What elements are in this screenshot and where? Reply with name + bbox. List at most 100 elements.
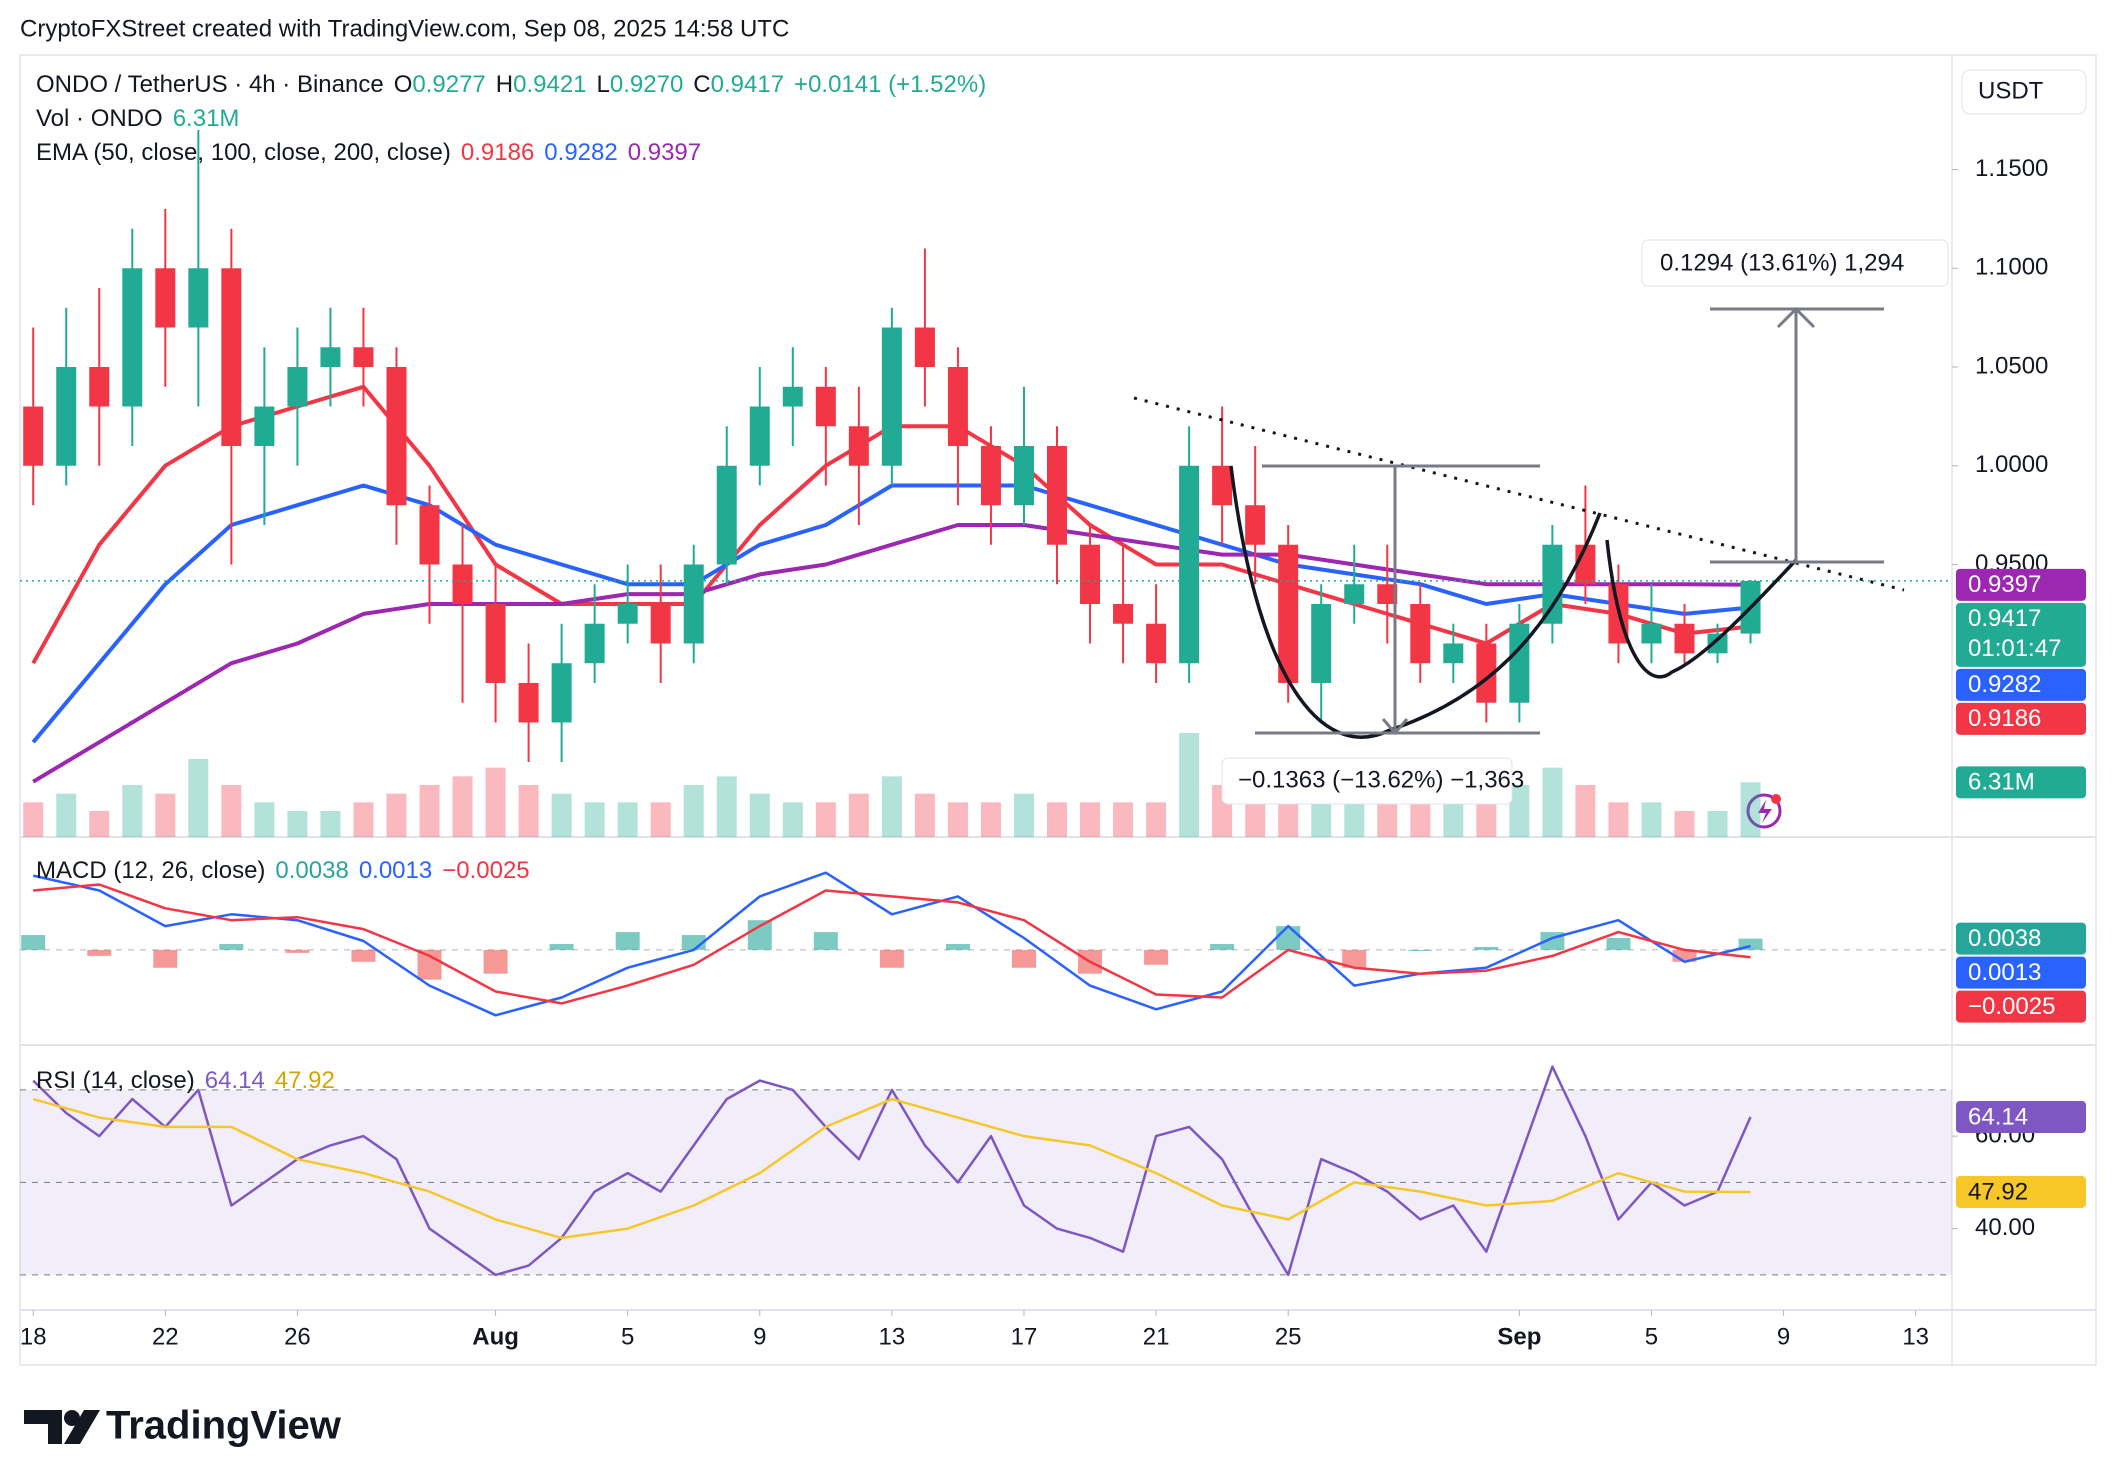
x-tick-label: 18 xyxy=(20,1323,47,1350)
volume-title: Vol · ONDO xyxy=(36,105,163,132)
macd-histogram-bar xyxy=(285,949,310,953)
candle-body xyxy=(320,347,341,368)
volume-bar xyxy=(1344,802,1365,837)
volume-bar xyxy=(848,793,869,837)
candle-body xyxy=(650,603,671,644)
trendline xyxy=(1133,396,1905,592)
volume-bar xyxy=(518,785,539,837)
candle-body xyxy=(1080,544,1101,604)
macd-histogram-bar xyxy=(351,949,376,962)
alert-icon[interactable] xyxy=(1746,793,1782,829)
candle-body xyxy=(1509,623,1530,703)
volume-bar xyxy=(617,802,638,837)
y-tick-label: 40.00 xyxy=(1975,1214,2035,1241)
volume-bar xyxy=(56,793,77,837)
macd-histogram-bar xyxy=(1144,949,1169,965)
price-badge-label: 01:01:47 xyxy=(1968,635,2061,662)
macd-value: 0.0013 xyxy=(358,857,433,884)
symbol: ONDO / TetherUS · 4h · Binance xyxy=(36,71,384,98)
candle-body xyxy=(848,426,869,466)
volume-legend: Vol · ONDO 6.31M xyxy=(36,104,249,134)
macd-legend: MACD (12, 26, close) 0.0038 0.0013 −0.0025 xyxy=(36,856,540,886)
candle-body xyxy=(1542,544,1563,624)
quote-value: 0.9421 xyxy=(513,71,587,98)
macd-histogram-bar xyxy=(945,943,970,950)
macd-histogram-bar xyxy=(879,949,904,968)
price-badge-label: 64.14 xyxy=(1968,1103,2028,1130)
volume-bar xyxy=(716,776,737,837)
macd-histogram-bar xyxy=(1342,949,1367,968)
candle-body xyxy=(815,386,836,427)
x-tick-label: 17 xyxy=(1011,1323,1038,1350)
volume-bar xyxy=(23,802,44,837)
rsi-legend: RSI (14, close) 64.14 47.92 xyxy=(36,1066,345,1096)
candle-body xyxy=(254,406,275,446)
y-tick-label: 1.1500 xyxy=(1975,155,2048,182)
candle-body xyxy=(1013,446,1034,506)
ema-100 xyxy=(31,483,1751,744)
handle-curve xyxy=(1605,539,1798,679)
price-badge xyxy=(1956,922,2086,955)
y-tick-label: 1.0000 xyxy=(1975,451,2048,478)
volume-bar xyxy=(1674,811,1695,837)
candle-body xyxy=(419,505,440,565)
macd-histogram-bar xyxy=(1408,949,1433,951)
volume-bar xyxy=(1509,785,1530,837)
macd-histogram-bar xyxy=(1738,938,1763,950)
candle-body xyxy=(716,465,737,565)
volume-bar xyxy=(122,785,143,837)
currency-box[interactable] xyxy=(1961,69,2087,115)
volume-bar xyxy=(551,793,572,837)
annotation: 0.1294 (13.61%) 1,294 xyxy=(1660,249,1904,276)
price-badge-label: −0.0025 xyxy=(1968,993,2055,1020)
brand-logo: TradingView xyxy=(24,1404,342,1448)
x-tick-label: 22 xyxy=(152,1323,179,1350)
macd-histogram-bar xyxy=(1276,926,1301,950)
price-badge xyxy=(1956,602,2086,667)
volume-bar xyxy=(155,793,176,837)
candle-body xyxy=(485,603,506,683)
candle-body xyxy=(1410,603,1431,664)
price-badge xyxy=(1956,568,2086,601)
ema-200 xyxy=(32,523,1751,784)
macd-histogram-bar xyxy=(87,949,112,956)
y-tick-label: 1.1000 xyxy=(1975,254,2048,281)
annotation-box xyxy=(1221,757,1513,805)
drawings xyxy=(1133,306,1905,739)
volume-bar xyxy=(1047,802,1068,837)
x-tick-label: 13 xyxy=(1902,1323,1929,1350)
candle-body xyxy=(518,682,539,723)
macd-histogram-bar xyxy=(21,935,46,950)
candle-body xyxy=(1212,465,1233,506)
candle-body xyxy=(89,367,110,407)
x-tick-label: 9 xyxy=(753,1323,766,1350)
candle-body xyxy=(1641,623,1662,644)
candle-body xyxy=(188,268,209,328)
price-badge xyxy=(1956,1175,2086,1208)
macd-histogram-bar xyxy=(219,943,244,950)
signal-line xyxy=(33,883,1751,1005)
macd-title: MACD (12, 26, close) xyxy=(36,857,266,884)
price-badge-label: 0.9397 xyxy=(1968,571,2041,598)
macd-histogram-bar xyxy=(747,920,772,950)
candle-body xyxy=(1674,623,1695,654)
volume-bar xyxy=(1080,802,1101,837)
macd-histogram-bar xyxy=(153,949,178,968)
annotation: −0.1363 (−13.62%) −1,363 xyxy=(1238,766,1524,793)
frame xyxy=(19,54,2097,1366)
quote-label: C xyxy=(693,71,711,98)
volume-bar xyxy=(1740,782,1761,837)
x-tick-label: 9 xyxy=(1777,1323,1790,1350)
rsi-title: RSI (14, close) xyxy=(36,1067,195,1094)
x-tick-label: 25 xyxy=(1275,1323,1302,1350)
macd-histogram-bar xyxy=(483,949,508,974)
volume-bar xyxy=(1575,785,1596,837)
rsi-line xyxy=(32,1065,1752,1277)
macd-line xyxy=(32,871,1751,1017)
volume-bar xyxy=(254,802,275,837)
candle-body xyxy=(551,663,572,723)
volume-bar xyxy=(782,802,803,837)
ema-value: 0.9282 xyxy=(544,139,618,166)
measure-lower xyxy=(1255,464,1540,736)
